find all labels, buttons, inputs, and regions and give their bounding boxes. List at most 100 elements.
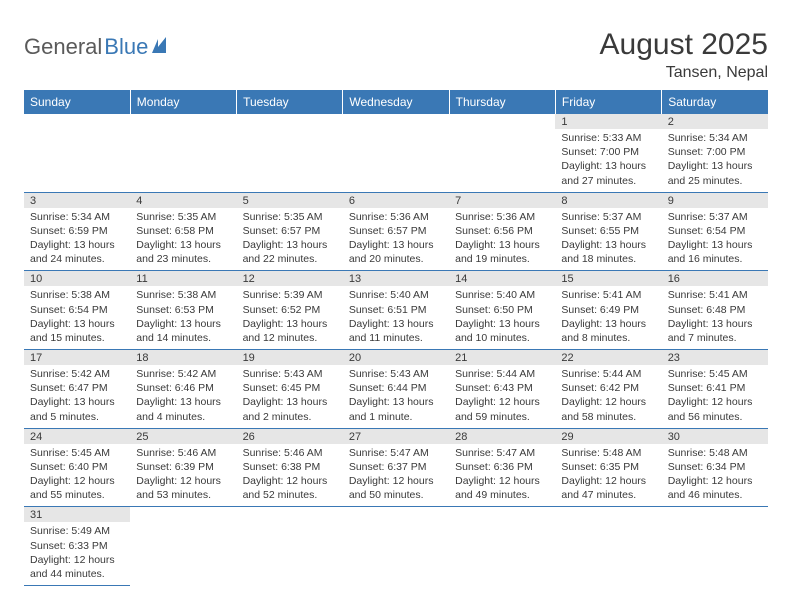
day-details: Sunrise: 5:43 AMSunset: 6:45 PMDaylight:… xyxy=(237,365,343,428)
day-details: Sunrise: 5:45 AMSunset: 6:41 PMDaylight:… xyxy=(662,365,768,428)
day-cell: 17Sunrise: 5:42 AMSunset: 6:47 PMDayligh… xyxy=(24,350,130,429)
day-details: Sunrise: 5:46 AMSunset: 6:39 PMDaylight:… xyxy=(130,444,236,507)
sunrise-line: Sunrise: 5:36 AM xyxy=(349,210,443,224)
day-cell: 6Sunrise: 5:36 AMSunset: 6:57 PMDaylight… xyxy=(343,192,449,271)
empty-cell xyxy=(237,114,343,192)
day-number: 27 xyxy=(343,429,449,444)
daylight-line: Daylight: 12 hours and 56 minutes. xyxy=(668,395,762,423)
day-cell: 19Sunrise: 5:43 AMSunset: 6:45 PMDayligh… xyxy=(237,350,343,429)
day-number: 22 xyxy=(555,350,661,365)
day-cell: 4Sunrise: 5:35 AMSunset: 6:58 PMDaylight… xyxy=(130,192,236,271)
daylight-line: Daylight: 13 hours and 1 minute. xyxy=(349,395,443,423)
calendar-row: 24Sunrise: 5:45 AMSunset: 6:40 PMDayligh… xyxy=(24,428,768,507)
weekday-header: Saturday xyxy=(662,90,768,114)
sunset-line: Sunset: 6:46 PM xyxy=(136,381,230,395)
empty-cell xyxy=(449,507,555,586)
day-number: 2 xyxy=(662,114,768,129)
day-details: Sunrise: 5:41 AMSunset: 6:48 PMDaylight:… xyxy=(662,286,768,349)
sunrise-line: Sunrise: 5:48 AM xyxy=(561,446,655,460)
weekday-header-row: SundayMondayTuesdayWednesdayThursdayFrid… xyxy=(24,90,768,114)
day-cell: 30Sunrise: 5:48 AMSunset: 6:34 PMDayligh… xyxy=(662,428,768,507)
daylight-line: Daylight: 12 hours and 52 minutes. xyxy=(243,474,337,502)
sunset-line: Sunset: 6:57 PM xyxy=(243,224,337,238)
daylight-line: Daylight: 12 hours and 49 minutes. xyxy=(455,474,549,502)
daylight-line: Daylight: 12 hours and 53 minutes. xyxy=(136,474,230,502)
calendar-row: 1Sunrise: 5:33 AMSunset: 7:00 PMDaylight… xyxy=(24,114,768,192)
calendar-row: 10Sunrise: 5:38 AMSunset: 6:54 PMDayligh… xyxy=(24,271,768,350)
sunset-line: Sunset: 6:52 PM xyxy=(243,303,337,317)
logo-text-general: General xyxy=(24,34,102,60)
day-cell: 5Sunrise: 5:35 AMSunset: 6:57 PMDaylight… xyxy=(237,192,343,271)
day-number: 21 xyxy=(449,350,555,365)
daylight-line: Daylight: 13 hours and 22 minutes. xyxy=(243,238,337,266)
sunset-line: Sunset: 6:33 PM xyxy=(30,539,124,553)
daylight-line: Daylight: 13 hours and 8 minutes. xyxy=(561,317,655,345)
sunrise-line: Sunrise: 5:49 AM xyxy=(30,524,124,538)
day-cell: 7Sunrise: 5:36 AMSunset: 6:56 PMDaylight… xyxy=(449,192,555,271)
sunset-line: Sunset: 6:47 PM xyxy=(30,381,124,395)
day-cell: 14Sunrise: 5:40 AMSunset: 6:50 PMDayligh… xyxy=(449,271,555,350)
daylight-line: Daylight: 12 hours and 55 minutes. xyxy=(30,474,124,502)
day-details: Sunrise: 5:44 AMSunset: 6:43 PMDaylight:… xyxy=(449,365,555,428)
empty-cell xyxy=(130,507,236,586)
day-number: 1 xyxy=(555,114,661,129)
day-details: Sunrise: 5:41 AMSunset: 6:49 PMDaylight:… xyxy=(555,286,661,349)
day-number: 14 xyxy=(449,271,555,286)
sunrise-line: Sunrise: 5:43 AM xyxy=(243,367,337,381)
day-cell: 21Sunrise: 5:44 AMSunset: 6:43 PMDayligh… xyxy=(449,350,555,429)
sunrise-line: Sunrise: 5:36 AM xyxy=(455,210,549,224)
day-cell: 24Sunrise: 5:45 AMSunset: 6:40 PMDayligh… xyxy=(24,428,130,507)
sunset-line: Sunset: 6:50 PM xyxy=(455,303,549,317)
day-number: 28 xyxy=(449,429,555,444)
calendar-row: 31Sunrise: 5:49 AMSunset: 6:33 PMDayligh… xyxy=(24,507,768,586)
daylight-line: Daylight: 12 hours and 58 minutes. xyxy=(561,395,655,423)
day-cell: 11Sunrise: 5:38 AMSunset: 6:53 PMDayligh… xyxy=(130,271,236,350)
day-number: 11 xyxy=(130,271,236,286)
day-details: Sunrise: 5:34 AMSunset: 6:59 PMDaylight:… xyxy=(24,208,130,271)
daylight-line: Daylight: 13 hours and 7 minutes. xyxy=(668,317,762,345)
sunrise-line: Sunrise: 5:35 AM xyxy=(136,210,230,224)
title-block: August 2025 Tansen, Nepal xyxy=(600,28,768,82)
daylight-line: Daylight: 12 hours and 46 minutes. xyxy=(668,474,762,502)
daylight-line: Daylight: 13 hours and 12 minutes. xyxy=(243,317,337,345)
sunrise-line: Sunrise: 5:46 AM xyxy=(243,446,337,460)
empty-cell xyxy=(555,507,661,586)
header: GeneralBlue August 2025 Tansen, Nepal xyxy=(24,28,768,82)
day-cell: 13Sunrise: 5:40 AMSunset: 6:51 PMDayligh… xyxy=(343,271,449,350)
day-cell: 9Sunrise: 5:37 AMSunset: 6:54 PMDaylight… xyxy=(662,192,768,271)
day-number: 30 xyxy=(662,429,768,444)
daylight-line: Daylight: 13 hours and 15 minutes. xyxy=(30,317,124,345)
daylight-line: Daylight: 13 hours and 2 minutes. xyxy=(243,395,337,423)
daylight-line: Daylight: 13 hours and 20 minutes. xyxy=(349,238,443,266)
day-details: Sunrise: 5:36 AMSunset: 6:57 PMDaylight:… xyxy=(343,208,449,271)
daylight-line: Daylight: 13 hours and 11 minutes. xyxy=(349,317,443,345)
daylight-line: Daylight: 13 hours and 27 minutes. xyxy=(561,159,655,187)
daylight-line: Daylight: 13 hours and 16 minutes. xyxy=(668,238,762,266)
day-number: 24 xyxy=(24,429,130,444)
calendar-row: 17Sunrise: 5:42 AMSunset: 6:47 PMDayligh… xyxy=(24,350,768,429)
sunset-line: Sunset: 6:45 PM xyxy=(243,381,337,395)
sunrise-line: Sunrise: 5:40 AM xyxy=(455,288,549,302)
sunrise-line: Sunrise: 5:45 AM xyxy=(668,367,762,381)
day-number: 12 xyxy=(237,271,343,286)
day-details: Sunrise: 5:33 AMSunset: 7:00 PMDaylight:… xyxy=(555,129,661,192)
day-cell: 18Sunrise: 5:42 AMSunset: 6:46 PMDayligh… xyxy=(130,350,236,429)
day-number: 20 xyxy=(343,350,449,365)
sunset-line: Sunset: 6:41 PM xyxy=(668,381,762,395)
daylight-line: Daylight: 13 hours and 25 minutes. xyxy=(668,159,762,187)
sunrise-line: Sunrise: 5:47 AM xyxy=(349,446,443,460)
calendar-page: GeneralBlue August 2025 Tansen, Nepal Su… xyxy=(0,0,792,586)
day-cell: 28Sunrise: 5:47 AMSunset: 6:36 PMDayligh… xyxy=(449,428,555,507)
sunset-line: Sunset: 6:53 PM xyxy=(136,303,230,317)
sunrise-line: Sunrise: 5:34 AM xyxy=(668,131,762,145)
sunrise-line: Sunrise: 5:38 AM xyxy=(30,288,124,302)
empty-cell xyxy=(343,507,449,586)
sunset-line: Sunset: 6:42 PM xyxy=(561,381,655,395)
sunset-line: Sunset: 6:36 PM xyxy=(455,460,549,474)
day-details: Sunrise: 5:48 AMSunset: 6:34 PMDaylight:… xyxy=(662,444,768,507)
day-number: 13 xyxy=(343,271,449,286)
sunrise-line: Sunrise: 5:48 AM xyxy=(668,446,762,460)
sunset-line: Sunset: 6:48 PM xyxy=(668,303,762,317)
weekday-header: Sunday xyxy=(24,90,130,114)
day-cell: 15Sunrise: 5:41 AMSunset: 6:49 PMDayligh… xyxy=(555,271,661,350)
